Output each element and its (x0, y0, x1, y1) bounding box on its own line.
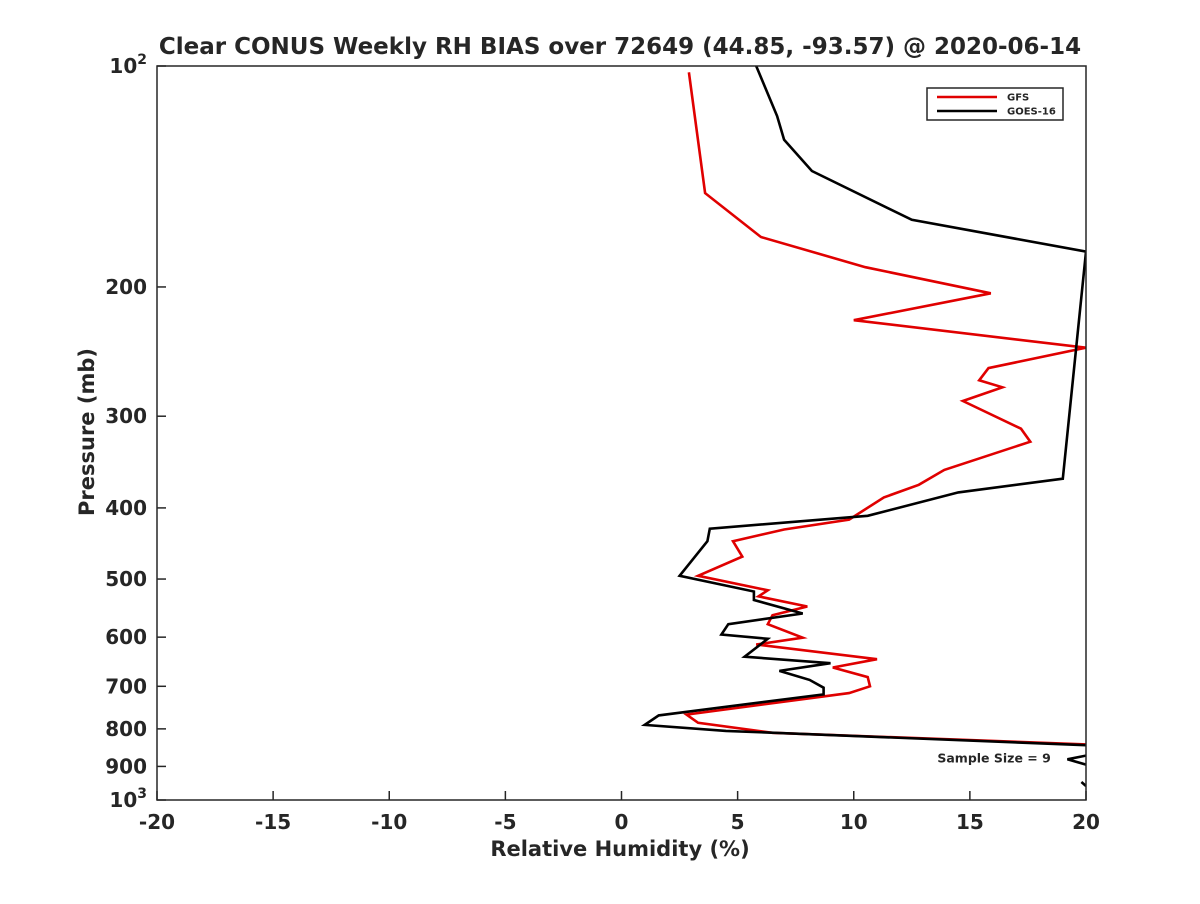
legend-label-goes-16: GOES-16 (1007, 107, 1056, 118)
x-tick-label: -15 (255, 810, 291, 834)
series-line-extra-2 (1067, 754, 1086, 766)
x-tick-label: 20 (1072, 810, 1100, 834)
y-tick-label: 400 (105, 496, 147, 520)
y-axis-ticks: 102 200 300 400 500 600 700 800 900 103 (105, 52, 166, 812)
chart-legend: GFS GOES-16 (926, 87, 1064, 121)
x-tick-label: -20 (139, 810, 175, 834)
y-tick-label: 600 (105, 625, 147, 649)
x-tick-label: 15 (956, 810, 984, 834)
series-line-extra-3 (1080, 781, 1086, 787)
x-axis-label: Relative Humidity (%) (490, 837, 749, 861)
series-line-gfs (683, 72, 1086, 746)
series-line-goes-16 (640, 66, 1086, 747)
y-axis-label: Pressure (mb) (75, 348, 99, 516)
annotation-sample-size: Sample Size = 9 (937, 751, 1050, 766)
x-tick-label: -5 (494, 810, 516, 834)
y-tick-label: 800 (105, 717, 147, 741)
x-tick-label: 5 (731, 810, 745, 834)
plot-area (640, 66, 1086, 787)
legend-label-gfs: GFS (1007, 93, 1029, 104)
x-tick-label: -10 (371, 810, 407, 834)
y-tick-label: 102 (109, 52, 147, 78)
y-tick-label: 300 (105, 404, 147, 428)
y-tick-label: 200 (105, 275, 147, 299)
y-tick-label: 103 (109, 786, 147, 812)
chart-annotations: Sample Size = 9 (937, 751, 1050, 766)
x-tick-label: 10 (840, 810, 868, 834)
axes-frame (156, 65, 1087, 801)
legend-box (926, 87, 1064, 121)
x-axis-ticks: -20 -15 -10 -5 0 5 10 15 20 (139, 791, 1100, 834)
x-tick-label: 0 (615, 810, 629, 834)
y-tick-label: 900 (105, 754, 147, 778)
y-tick-label: 700 (105, 674, 147, 698)
y-tick-label: 500 (105, 567, 147, 591)
chart-title: Clear CONUS Weekly RH BIAS over 72649 (4… (159, 34, 1081, 60)
